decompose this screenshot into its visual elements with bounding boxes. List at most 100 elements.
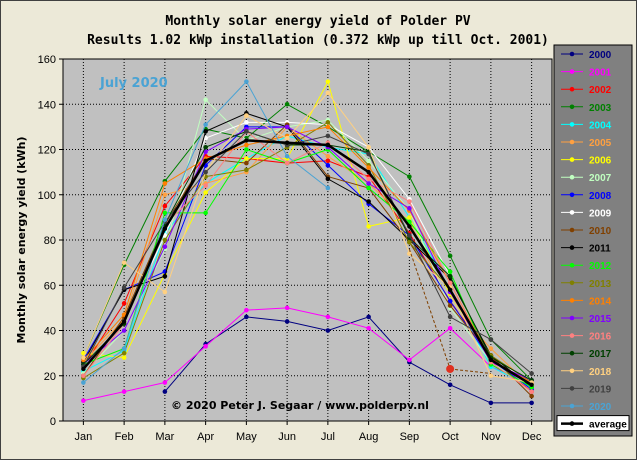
legend-label: 2016 <box>589 332 612 343</box>
legend-item-2018: 2018 <box>561 367 612 378</box>
data-point <box>81 398 86 403</box>
legend-item-2012: 2012 <box>561 261 612 272</box>
data-point <box>203 122 208 127</box>
data-point <box>529 389 534 394</box>
legend-item-2008: 2008 <box>561 191 612 202</box>
data-point <box>284 124 290 130</box>
legend-label: 2013 <box>589 279 612 290</box>
legend-item-2015: 2015 <box>561 314 612 325</box>
legend-swatch-marker <box>569 333 575 338</box>
data-point <box>203 183 208 188</box>
highlight-marker <box>446 364 455 373</box>
data-point <box>325 314 331 320</box>
legend-item-2017: 2017 <box>561 349 612 360</box>
data-point <box>162 237 168 243</box>
y-tick-label: 100 <box>38 190 56 202</box>
data-point <box>366 144 371 150</box>
legend-swatch-marker <box>569 368 575 374</box>
legend-avg-box <box>556 415 630 432</box>
legend-swatch-marker <box>569 403 575 409</box>
legend-swatch-marker <box>569 51 575 57</box>
data-point <box>162 226 168 231</box>
data-point <box>244 160 249 166</box>
legend-item-2007: 2007 <box>561 173 612 184</box>
dashed-segment <box>450 368 491 374</box>
data-point <box>244 79 249 84</box>
data-point <box>447 287 453 292</box>
data-point <box>203 158 208 164</box>
x-tick-label: Dec <box>522 431 542 443</box>
legend-label: 2000 <box>589 50 612 61</box>
data-point <box>529 400 534 406</box>
y-tick-label: 0 <box>50 416 56 428</box>
x-tick-label: Oct <box>442 431 459 443</box>
series-line-2001 <box>83 307 532 402</box>
data-point <box>488 346 494 351</box>
legend-label: 2009 <box>589 208 612 219</box>
data-point <box>447 303 453 308</box>
legend-item-2005: 2005 <box>561 138 612 149</box>
data-point <box>244 167 249 173</box>
data-point <box>407 174 412 179</box>
legend-label: 2010 <box>589 226 612 237</box>
data-point <box>162 289 168 295</box>
data-point <box>162 380 168 385</box>
legend-label: 2020 <box>589 402 612 413</box>
data-point <box>284 319 290 324</box>
data-point <box>447 280 453 286</box>
legend-item-2019: 2019 <box>561 384 612 395</box>
x-axis-ticks: Jan Feb Mar Apr May Jun Jul Aug Sep Oct Nov Dec <box>75 421 542 443</box>
series-line-2008 <box>82 126 532 390</box>
data-point <box>203 210 208 216</box>
legend-label: 2002 <box>589 85 612 96</box>
data-point <box>162 217 168 222</box>
data-point <box>529 393 534 399</box>
data-point <box>366 325 371 331</box>
data-point <box>488 400 494 406</box>
data-point <box>447 382 453 388</box>
data-point <box>529 382 534 387</box>
data-point <box>244 120 249 125</box>
data-point <box>447 314 453 320</box>
data-point <box>284 153 290 159</box>
data-point <box>203 169 208 175</box>
legend-item-2000: 2000 <box>561 50 612 61</box>
legend-label: 2019 <box>589 384 612 395</box>
data-point <box>325 328 331 333</box>
series-lines <box>81 79 534 406</box>
chart-title: Monthly solar energy yield of Polder PV <box>165 14 470 29</box>
x-tick-label: Apr <box>197 431 214 443</box>
data-point <box>203 190 208 195</box>
data-point <box>162 273 168 279</box>
data-point <box>284 140 290 145</box>
legend-label: 2001 <box>589 68 612 79</box>
data-point <box>162 181 168 186</box>
data-point <box>366 314 371 320</box>
legend-label: 2015 <box>589 314 612 325</box>
legend-label: 2007 <box>589 173 612 184</box>
data-point <box>203 344 208 349</box>
data-point <box>244 147 249 152</box>
data-point <box>407 233 412 238</box>
data-point <box>162 210 168 216</box>
data-point <box>447 273 453 279</box>
legend-swatch-marker <box>569 210 575 215</box>
data-point <box>407 239 412 245</box>
data-point <box>244 156 249 161</box>
legend-label: 2008 <box>589 191 612 202</box>
legend-swatch-marker <box>569 104 575 110</box>
legend-label: 2018 <box>589 367 612 378</box>
data-point <box>244 307 249 313</box>
data-point <box>325 120 331 125</box>
x-tick-label: Feb <box>115 431 134 443</box>
data-point <box>488 373 494 379</box>
legend-swatch-marker <box>569 350 575 356</box>
legend-swatch-marker <box>569 421 575 426</box>
legend-swatch-marker <box>569 192 575 198</box>
data-point <box>366 199 371 204</box>
legend-item-2013: 2013 <box>561 279 612 290</box>
legend-item-2006: 2006 <box>561 156 612 167</box>
data-point <box>203 129 208 134</box>
legend-item-2020: 2020 <box>561 402 612 413</box>
